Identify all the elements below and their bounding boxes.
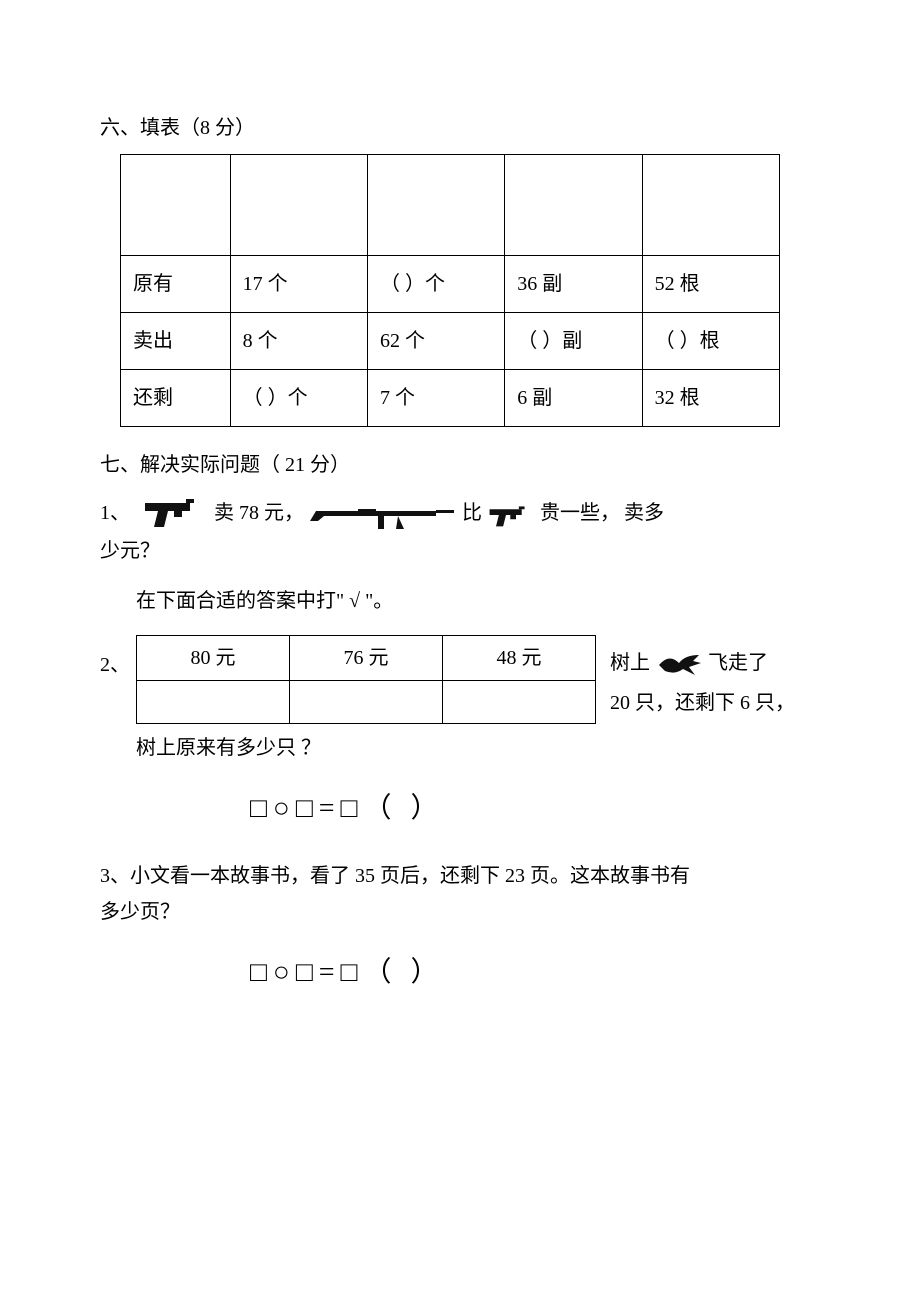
cell: 8 个 <box>230 313 367 370</box>
section7-title: 七、解决实际问题（ 21 分） <box>100 447 830 483</box>
q2-side-post: 飞走了 <box>708 652 768 674</box>
q2-equation: □○□=□（ ） <box>250 784 830 834</box>
cell: （ ）根 <box>642 313 779 370</box>
q2-side-line2: 20 只，还剩下 6 只， <box>610 683 795 723</box>
cell: （ ）副 <box>505 313 642 370</box>
q1-text-ask-tail: 少元？ <box>100 533 830 569</box>
fill-table: 原有 17 个 （ ）个 36 副 52 根 卖出 8 个 62 个 （ ）副 … <box>120 154 780 427</box>
q2-side-pre: 树上 <box>610 652 655 674</box>
cell: 32 根 <box>642 370 779 427</box>
q1-text-ask-space: 卖多 <box>624 495 664 531</box>
answer-cell[interactable] <box>443 681 596 724</box>
cell: （ ）个 <box>230 370 367 427</box>
rifle-icon <box>308 495 458 531</box>
cell: 36 副 <box>505 256 642 313</box>
pistol-icon <box>140 491 210 531</box>
q1-text-more: 贵一些， <box>540 495 620 531</box>
answer-cell[interactable] <box>137 681 290 724</box>
cell: （ ）个 <box>367 256 504 313</box>
bird-icon <box>655 652 708 674</box>
cell: 62 个 <box>367 313 504 370</box>
q1-instruction: 在下面合适的答案中打" √ "。 <box>136 583 830 619</box>
option-cell: 48 元 <box>443 636 596 681</box>
q2-tail: 树上原来有多少只 ？ <box>136 730 830 766</box>
q3-text-line1: 3、小文看一本故事书，看了 35 页后，还剩下 23 页。这本故事书有 <box>100 858 830 894</box>
table-row <box>137 681 596 724</box>
table-row: 卖出 8 个 62 个 （ ）副 （ ）根 <box>121 313 780 370</box>
q1-text-compare: 比 <box>462 495 482 531</box>
section6-title: 六、填表（8 分） <box>100 110 830 146</box>
cell: 52 根 <box>642 256 779 313</box>
row-left-label: 还剩 <box>121 370 231 427</box>
q1-options-table: 80 元 76 元 48 元 <box>136 635 596 724</box>
table-row: 还剩 （ ）个 7 个 6 副 32 根 <box>121 370 780 427</box>
q3-equation: □○□=□（ ） <box>250 948 830 998</box>
table-row: 80 元 76 元 48 元 <box>137 636 596 681</box>
row-original-label: 原有 <box>121 256 231 313</box>
q1-prefix: 1、 <box>100 495 130 531</box>
cell: 6 副 <box>505 370 642 427</box>
q2-side-line1: 树上 飞走了 <box>610 643 795 683</box>
q1-text-sells: 卖 78 元， <box>214 495 304 531</box>
pistol-icon <box>486 499 536 531</box>
row-sold-label: 卖出 <box>121 313 231 370</box>
table-header-row <box>121 155 780 256</box>
option-cell: 76 元 <box>290 636 443 681</box>
cell: 17 个 <box>230 256 367 313</box>
table-row: 原有 17 个 （ ）个 36 副 52 根 <box>121 256 780 313</box>
q3-text-line2: 多少页？ <box>100 894 830 930</box>
q2-prefix: 2、 <box>100 629 130 683</box>
q1-line: 1、 卖 78 元， 比 贵一些， <box>100 491 830 531</box>
option-cell: 80 元 <box>137 636 290 681</box>
cell: 7 个 <box>367 370 504 427</box>
answer-cell[interactable] <box>290 681 443 724</box>
